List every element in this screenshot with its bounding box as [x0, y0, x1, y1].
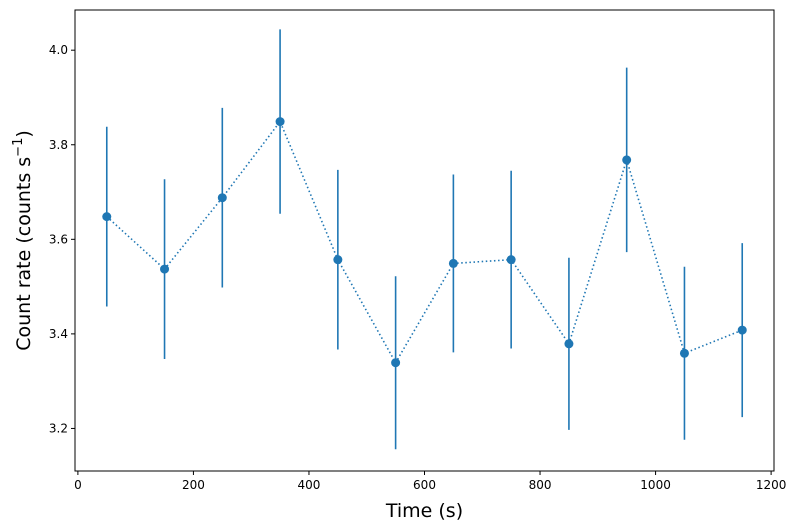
x-axis-ticks: 0 200 400 600 800 1000 1200	[74, 471, 786, 492]
x-tick-label: 0	[74, 478, 82, 492]
data-point	[102, 212, 112, 222]
data-point	[275, 117, 285, 127]
y-tick-label: 3.6	[49, 232, 68, 246]
y-tick-label: 3.8	[49, 138, 68, 152]
x-tick-label: 600	[413, 478, 436, 492]
data-point	[391, 358, 401, 368]
data-point	[622, 155, 632, 165]
data-point	[448, 258, 458, 268]
series-line	[106, 120, 743, 365]
x-axis-label: Time (s)	[385, 500, 463, 522]
data-point	[679, 348, 689, 358]
x-tick-label: 400	[298, 478, 321, 492]
data-point	[737, 325, 747, 335]
data-point	[564, 339, 574, 349]
y-axis-label-superscript: −1	[11, 138, 26, 157]
y-tick-label: 3.4	[49, 327, 68, 341]
y-axis-label-main: Count rate (counts s	[13, 157, 35, 351]
data-point	[333, 255, 343, 265]
x-tick-label: 200	[182, 478, 205, 492]
x-tick-label: 800	[529, 478, 552, 492]
series-layer	[102, 29, 747, 450]
y-tick-label: 3.2	[49, 421, 68, 435]
y-axis-label: Count rate (counts s−1)	[11, 130, 35, 351]
y-tick-label: 4.0	[49, 43, 68, 57]
data-point	[506, 255, 516, 265]
data-point	[217, 193, 227, 203]
y-axis-label-suffix: )	[13, 130, 35, 137]
x-tick-label: 1000	[640, 478, 671, 492]
data-point	[160, 264, 170, 274]
x-tick-label: 1200	[756, 478, 787, 492]
plot-background	[75, 10, 774, 471]
y-axis-ticks: 3.2 3.4 3.6 3.8 4.0	[49, 43, 75, 435]
